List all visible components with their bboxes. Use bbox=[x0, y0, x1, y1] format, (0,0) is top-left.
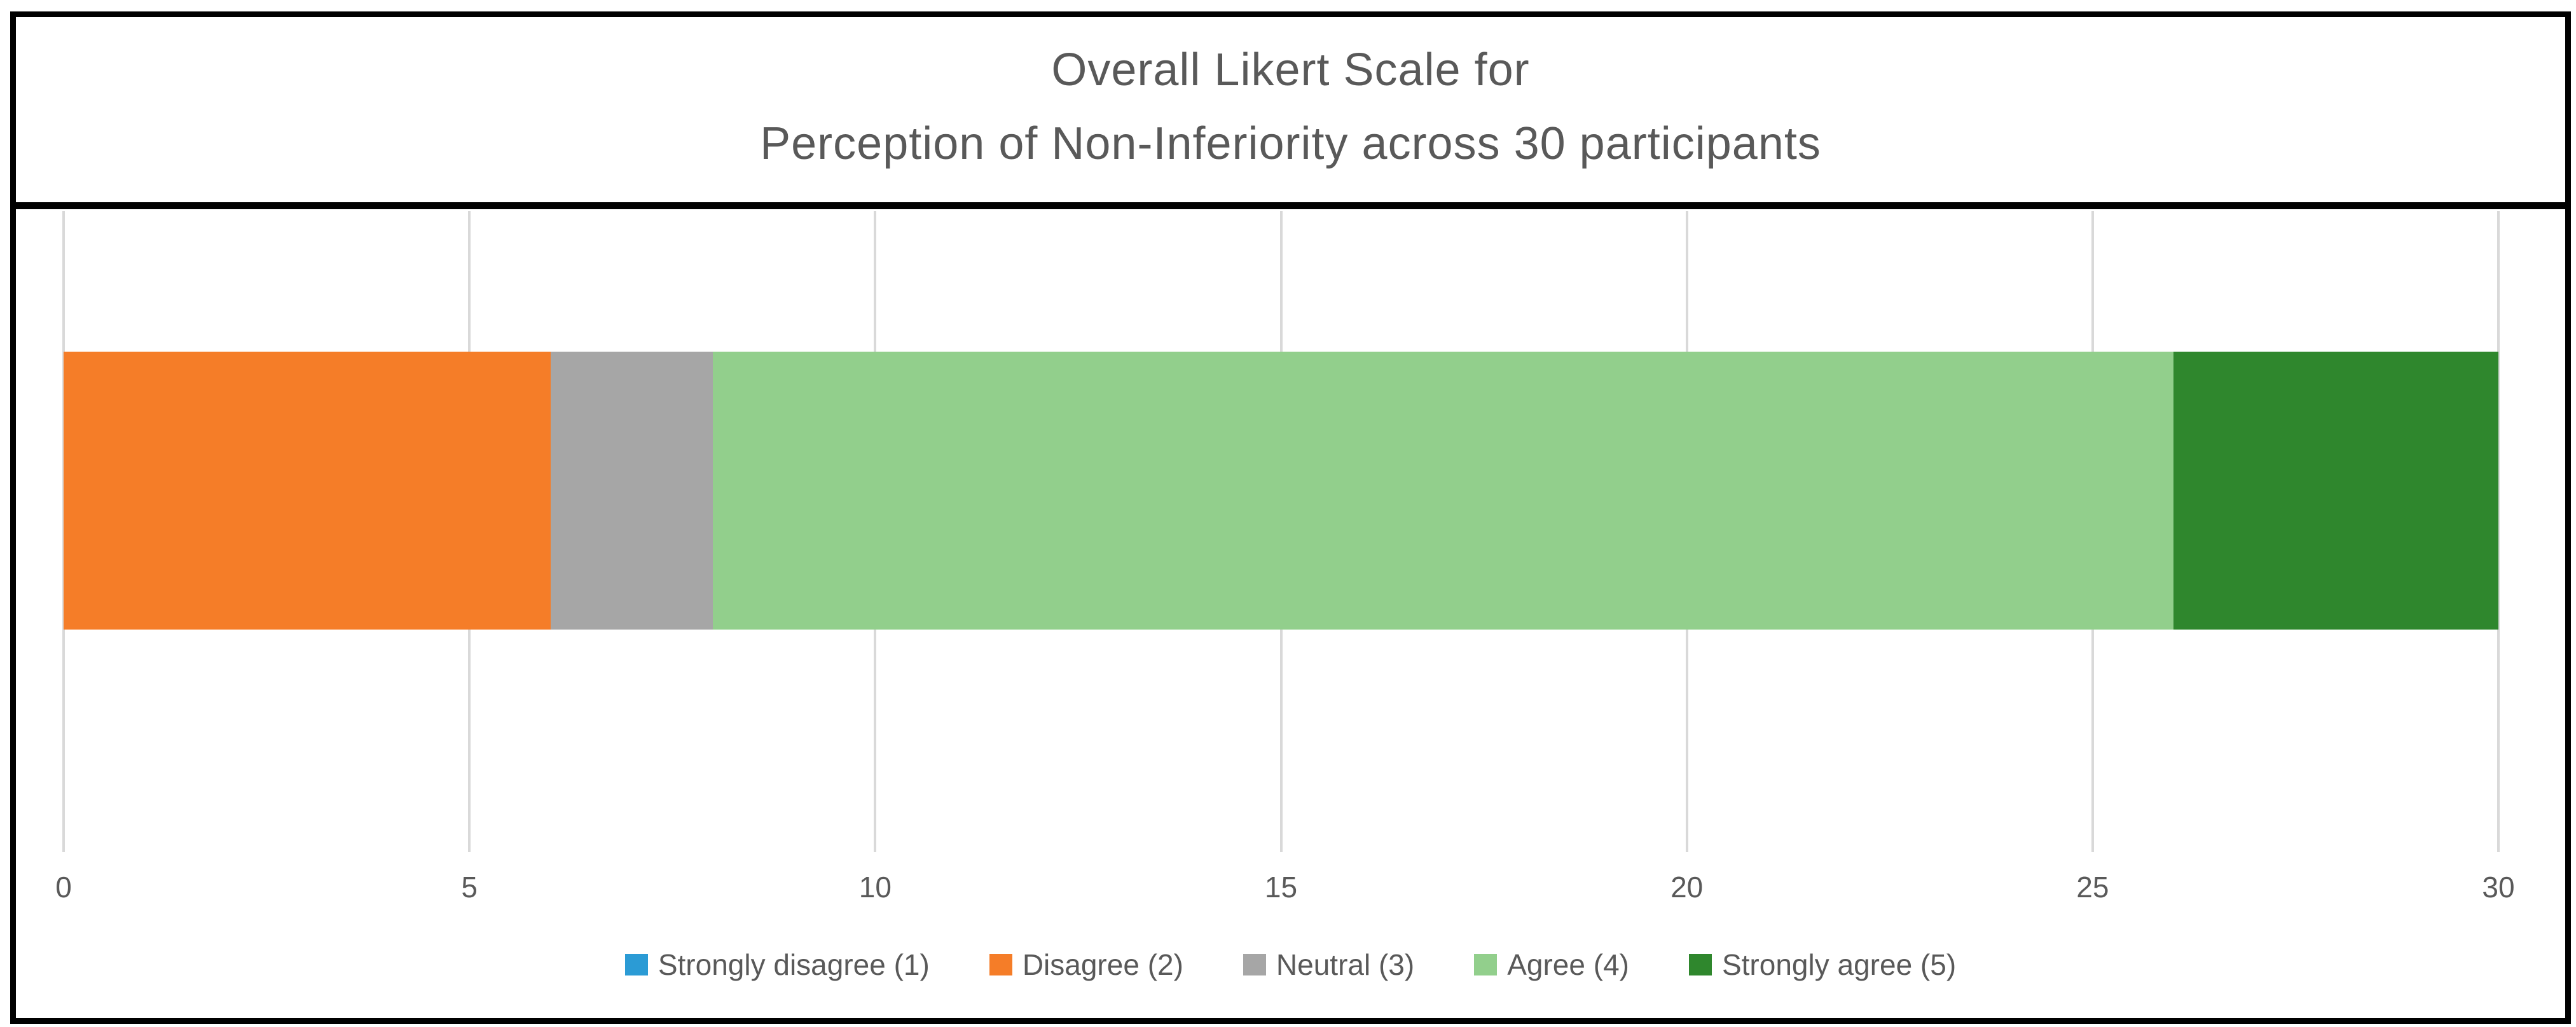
legend-swatch-disagree-2 bbox=[989, 954, 1012, 975]
chart-title-line1: Overall Likert Scale for bbox=[1051, 45, 1530, 95]
legend-item-agree-4: Agree (4) bbox=[1474, 948, 1629, 982]
legend-label-agree-4: Agree (4) bbox=[1507, 948, 1629, 981]
legend-label-disagree-2: Disagree (2) bbox=[1022, 948, 1183, 981]
x-tick-label-5: 5 bbox=[461, 871, 478, 904]
bar-segment-disagree-2 bbox=[64, 352, 551, 630]
legend-item-neutral-3: Neutral (3) bbox=[1243, 948, 1414, 982]
legend-swatch-neutral-3 bbox=[1243, 954, 1266, 975]
legend-swatch-agree-4 bbox=[1474, 954, 1498, 975]
x-tick-label-20: 20 bbox=[1670, 871, 1704, 904]
legend-label-neutral-3: Neutral (3) bbox=[1276, 948, 1415, 981]
x-tick-label-30: 30 bbox=[2482, 871, 2515, 904]
chart-title: Overall Likert Scale for Perception of N… bbox=[16, 33, 2565, 181]
chart-title-line2: Perception of Non-Inferiority across 30 … bbox=[760, 118, 1821, 169]
legend-item-strongly-agree-5: Strongly agree (5) bbox=[1688, 948, 1957, 982]
legend-swatch-strongly-agree-5 bbox=[1688, 954, 1712, 975]
legend-swatch-strongly-disagree-1 bbox=[624, 954, 648, 975]
bar-segment-neutral-3 bbox=[550, 352, 713, 630]
x-tick-label-10: 10 bbox=[858, 871, 892, 904]
bar-segment-strongly-agree-5 bbox=[2173, 352, 2498, 630]
x-tick-label-15: 15 bbox=[1264, 871, 1298, 904]
title-divider-line bbox=[10, 202, 2571, 209]
gridline-30 bbox=[2497, 211, 2500, 852]
legend-item-strongly-disagree-1: Strongly disagree (1) bbox=[624, 948, 930, 982]
legend: Strongly disagree (1) Disagree (2) Neutral… bbox=[16, 948, 2565, 982]
legend-label-strongly-disagree-1: Strongly disagree (1) bbox=[658, 948, 930, 981]
legend-label-strongly-agree-5: Strongly agree (5) bbox=[1721, 948, 1957, 981]
bar-segment-agree-4 bbox=[713, 352, 2174, 630]
x-tick-label-0: 0 bbox=[55, 871, 72, 904]
chart-outer-border bbox=[10, 11, 2571, 1024]
x-tick-label-25: 25 bbox=[2076, 871, 2109, 904]
legend-item-disagree-2: Disagree (2) bbox=[989, 948, 1183, 982]
